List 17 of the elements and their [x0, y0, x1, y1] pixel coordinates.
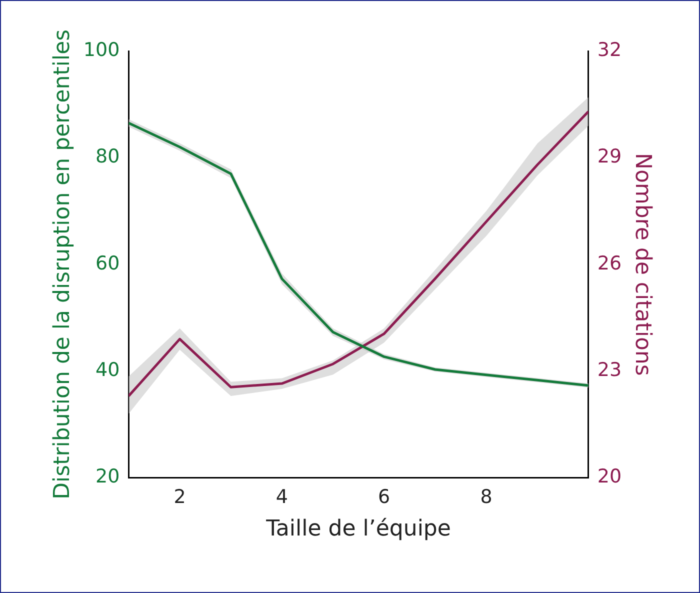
- y2-tick-label: 29: [597, 146, 622, 168]
- x-tick-label: 6: [378, 486, 390, 508]
- x-tick-label: 2: [174, 486, 186, 508]
- y-tick-label: 40: [95, 359, 120, 382]
- y-tick-label: 80: [95, 146, 120, 168]
- y-tick-label: 100: [83, 38, 120, 61]
- y-tick-label: 60: [95, 252, 120, 274]
- x-axis-title: Taille de l’équipe: [265, 516, 451, 542]
- y-tick-label: 20: [95, 466, 120, 488]
- y2-tick-label: 26: [597, 252, 622, 274]
- y-axis-title: Distribution de la disruption en percentiles: [50, 29, 75, 500]
- y2-tick-label: 20: [597, 466, 622, 488]
- y2-tick-label: 23: [597, 359, 622, 382]
- y2-axis-title: Nombre de citations: [630, 152, 656, 376]
- x-tick-label: 8: [480, 486, 492, 508]
- x-tick-label: 4: [276, 486, 288, 508]
- y2-tick-label: 32: [597, 38, 622, 61]
